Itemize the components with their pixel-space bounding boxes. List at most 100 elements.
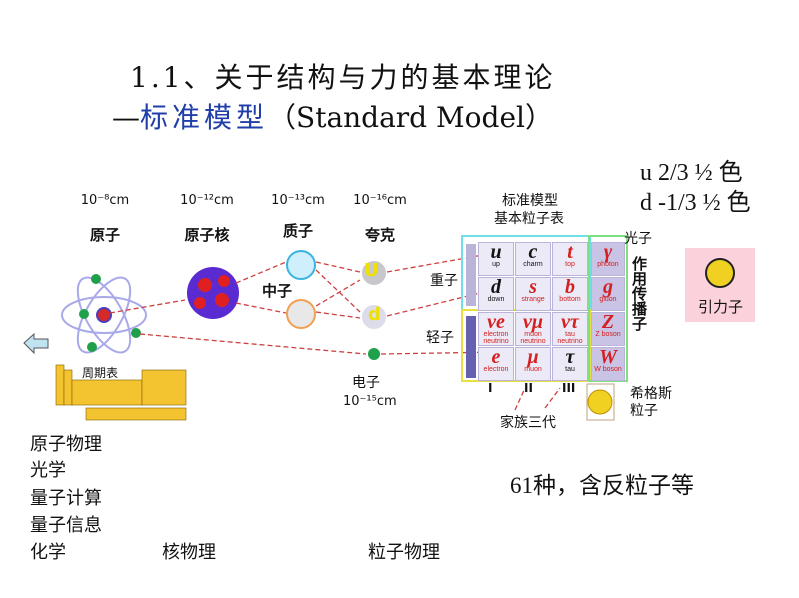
table-title-2: 基本粒子表 [494,211,564,227]
scale-nucleus: 10⁻¹²cm [180,193,234,208]
electron-size: 10⁻¹⁵cm [343,394,397,409]
label-family: 家族三代 [500,415,556,431]
down-quark-letter: d [368,304,381,325]
gen-3: III [562,381,576,395]
particle-symbol: νμ [523,311,543,333]
label-proton: 质子 [282,222,313,240]
field-atomic-physics: 原子物理 [30,434,102,455]
particle-cell: t top [552,242,588,276]
field-optics: 光学 [30,460,66,481]
up-quark-icon [362,261,386,285]
gen-2: II [524,381,533,395]
particle-cell: ντ tau neutrino [552,312,588,346]
scale-proton: 10⁻¹³cm [271,193,325,208]
label-nucleus: 原子核 [184,226,230,244]
label-lepton: 轻子 [426,330,454,346]
particle-count: 61种，含反粒子等 [510,473,694,498]
boson-cell: γ photon [591,242,625,276]
boson-cell: g gluon [591,277,625,311]
boson-name: photon [597,261,619,268]
particle-name: strange [521,296,545,303]
particle-name: bottom [559,296,581,303]
label-photon: 光子 [624,231,652,247]
label-higgs: 希格斯粒子 [630,386,672,419]
particle-cell: s strange [515,277,551,311]
particle-name: tau neutrino [557,331,583,345]
slide-subtitle: —标准模型（Standard Model） [112,96,553,136]
boson-symbol: γ [603,241,613,263]
field-nuclear-physics: 核物理 [162,542,216,563]
table-title-1: 标准模型 [502,193,558,209]
boson-frame [588,235,628,382]
down-quark-icon [362,305,386,329]
particle-name: muon [524,366,542,373]
particle-cell: u up [478,242,514,276]
label-graviton: 引力子 [698,298,744,316]
higgs-smiley-icon [587,389,613,415]
periodic-table-icon [55,364,187,421]
gen-1: I [488,381,493,395]
slide-title: 1.1、关于结构与力的基本理论 [130,61,556,94]
back-arrow-icon [23,332,49,355]
particle-name: muon neutrino [520,331,546,345]
particle-cell: τ tau [552,347,588,381]
field-particle-physics: 粒子物理 [368,542,440,563]
d-quark-props: d -1/3 ½ 色 [640,190,751,216]
particle-name: charm [523,261,543,268]
particle-cell: b bottom [552,277,588,311]
label-periodic-table: 周期表 [82,366,119,380]
particle-cell: c charm [515,242,551,276]
particle-cell: νe electron neutrino [478,312,514,346]
particle-symbol: u [490,241,502,263]
particle-cell: μ muon [515,347,551,381]
label-force-carriers: 作用传播子 [630,256,648,331]
label-neutron: 中子 [262,282,293,300]
particle-name: down [487,296,505,303]
field-quantum-computing: 量子计算 [30,488,102,509]
particle-cell: d down [478,277,514,311]
electron-icon [368,348,380,360]
boson-symbol: Z [601,311,615,333]
label-atom: 原子 [89,226,120,244]
particle-symbol: s [529,276,537,298]
subtitle-cn: 标准模型 [140,101,269,134]
particle-symbol: μ [527,346,539,368]
particle-symbol: t [567,241,573,263]
boson-name: W boson [594,366,622,373]
atom-icon [61,276,147,354]
particle-name: electron [483,366,509,373]
scale-quark: 10⁻¹⁶cm [353,193,407,208]
label-quark: 夸克 [364,226,395,244]
particle-name: electron neutrino [483,331,509,345]
boson-symbol: g [603,276,613,298]
particle-name: top [565,261,575,268]
particle-symbol: νe [487,311,505,333]
graviton-face-icon [705,258,735,288]
particle-symbol: e [491,346,501,368]
dash: — [112,101,140,134]
field-chemistry: 化学 [30,542,66,563]
particle-symbol: d [491,276,501,298]
particle-cell: νμ muon neutrino [515,312,551,346]
subtitle-en: （Standard Model） [268,101,553,134]
particle-cell: e electron [478,347,514,381]
neutron-icon [286,299,316,329]
boson-name: gluon [599,296,617,303]
up-quark-letter: U [364,260,379,281]
boson-symbol: W [599,346,617,368]
boson-name: Z boson [595,331,621,338]
nucleus-icon [187,267,239,319]
particle-symbol: c [528,241,538,263]
u-quark-props: u 2/3 ½ 色 [640,160,743,186]
particle-symbol: ντ [561,311,579,333]
particle-symbol: b [565,276,575,298]
field-quantum-information: 量子信息 [30,515,102,536]
particle-symbol: τ [565,346,575,368]
particle-name: tau [565,366,575,373]
label-electron: 电子 [352,375,380,391]
proton-icon [286,250,316,280]
particle-name: up [492,261,500,268]
label-hadron: 重子 [430,273,458,289]
